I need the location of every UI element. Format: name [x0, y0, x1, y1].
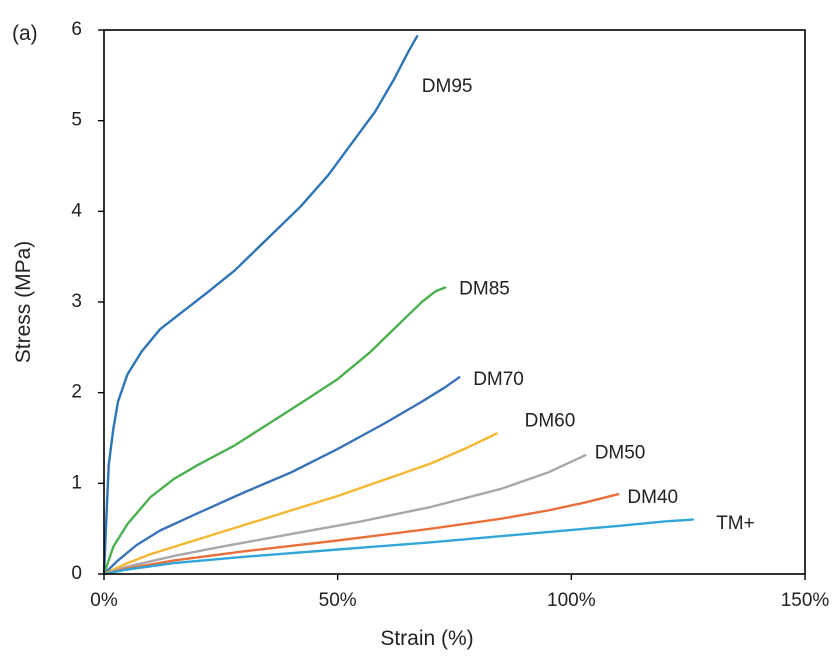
x-tick-label: 0%	[90, 590, 118, 611]
panel-label: (a)	[12, 22, 38, 45]
x-tick-label: 50%	[319, 590, 357, 611]
tick-layer: 0% 50% 100% 150% 0 1 2 3 4 5 6	[71, 19, 829, 611]
series-label-tm: TM+	[716, 513, 755, 534]
series-label-dm85: DM85	[459, 278, 510, 299]
series-label-dm60: DM60	[525, 411, 576, 432]
x-tick-label: 150%	[781, 590, 830, 611]
axes-layer	[103, 29, 806, 575]
series-label-dm50: DM50	[595, 442, 646, 463]
y-tick-label: 6	[71, 19, 82, 40]
series-layer	[102, 35, 694, 576]
y-tick-label: 1	[71, 472, 82, 493]
y-tick-label: 5	[71, 110, 82, 131]
series-line-dm70	[102, 376, 461, 576]
series-line-dm95	[102, 35, 419, 576]
x-axis-title: Strain (%)	[380, 627, 473, 650]
series-line-dm60	[102, 432, 498, 576]
y-tick-label: 4	[71, 200, 82, 221]
series-label-dm40: DM40	[627, 487, 678, 508]
series-label-dm70: DM70	[473, 369, 524, 390]
y-tick-label: 0	[71, 563, 82, 584]
series-line-tm	[102, 518, 694, 576]
plot-frame	[103, 29, 806, 575]
y-tick-label: 2	[71, 382, 82, 403]
series-line-dm40	[102, 493, 620, 576]
series-line-dm85	[102, 286, 447, 576]
series-line-dm50	[102, 454, 587, 576]
y-tick-label: 3	[71, 291, 82, 312]
series-label-dm95: DM95	[422, 76, 473, 97]
x-tick-label: 100%	[547, 590, 596, 611]
y-axis-title: Stress (MPa)	[12, 241, 35, 364]
